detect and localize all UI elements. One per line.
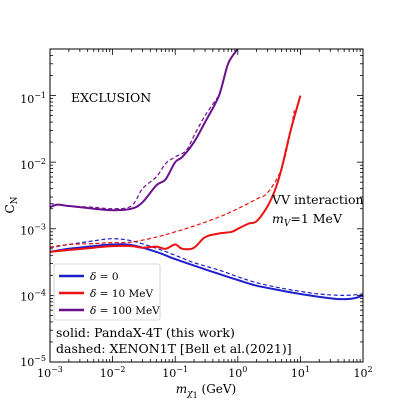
x-tick-label-1e-2: 10−2 [100,365,126,380]
curves-layer [50,49,363,301]
plot-frame [49,48,364,363]
note-solid-line: solid: PandaX-4T (this work) [56,325,235,340]
y-axis-label: CN [3,196,20,213]
series-1-dashed-line [50,238,363,296]
legend-box [53,263,161,321]
legend-label-delta-100: δ = 100 MeV [90,305,160,317]
exclusion-label: EXCLUSION [71,90,151,105]
legend-label-delta-0: δ = 0 [90,271,119,283]
legend-label-delta-10: δ = 10 MeV [90,288,153,300]
series-3-dashed-line [50,110,295,248]
x-tick-label-1e-1: 10−1 [162,365,188,380]
legend: δ = 0 δ = 10 MeV δ = 100 MeV [53,263,161,321]
note-dashed-line: dashed: XENON1T [Bell et al.(2021)] [56,341,292,356]
y-tick-label-1e-2: 10−2 [20,157,46,172]
mediator-mass-label: mV=1 MeV [272,211,343,229]
y-tick-label-1e-3: 10−3 [20,223,46,238]
x-tick-label-1e0: 100 [228,365,247,380]
series-5-dashed-line [50,95,220,210]
series-4-solid-line [50,49,239,212]
y-tick-label-1e-1: 10−1 [20,91,46,106]
x-axis-label: mχ1 (GeV) [176,382,236,400]
series-2-solid-line [50,95,302,253]
interaction-label: VV interaction [271,192,364,207]
x-tick-label-1e1: 101 [291,365,310,380]
x-tick-label-1e2: 102 [353,365,372,380]
y-tick-label-1e-4: 10−4 [20,288,46,303]
y-tick-label-1e-5: 10−5 [20,354,46,369]
series-0-solid-line [50,243,363,301]
x-tick-label-1e-3: 10−3 [37,365,63,380]
